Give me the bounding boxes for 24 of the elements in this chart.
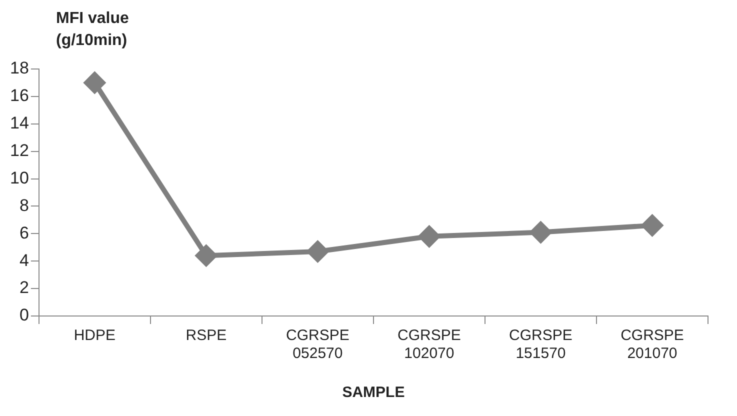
y-tick-label: 10 <box>10 168 29 188</box>
x-tick-label: CGRSPE 151570 <box>509 327 572 362</box>
point <box>307 241 328 262</box>
y-tick-label: 0 <box>19 306 29 325</box>
x-tick-label: CGRSPE 201070 <box>620 327 684 362</box>
y-tick-label: 2 <box>19 278 29 298</box>
x-tick-label: CGRSPE 052570 <box>286 327 350 362</box>
y-tick-label: 8 <box>19 196 29 215</box>
y-tick-label: 18 <box>10 58 29 78</box>
y-axis-title: MFI value (g/10min) <box>56 9 130 51</box>
y-tick-label: 6 <box>19 223 29 242</box>
point <box>418 226 440 247</box>
x-tick-label: RSPE <box>186 327 227 344</box>
y-tick-label: 4 <box>19 250 29 270</box>
point <box>196 245 217 266</box>
x-axis-title: SAMPLE <box>342 384 405 402</box>
point <box>530 222 552 243</box>
point <box>642 214 663 236</box>
point <box>84 72 106 94</box>
x-tick-label: CGRSPE 102070 <box>398 327 461 362</box>
y-tick-label: 16 <box>10 86 29 106</box>
x-tick-label: HDPE <box>74 327 116 344</box>
y-tick-label: 12 <box>10 141 29 160</box>
y-tick-label: 14 <box>10 114 29 133</box>
